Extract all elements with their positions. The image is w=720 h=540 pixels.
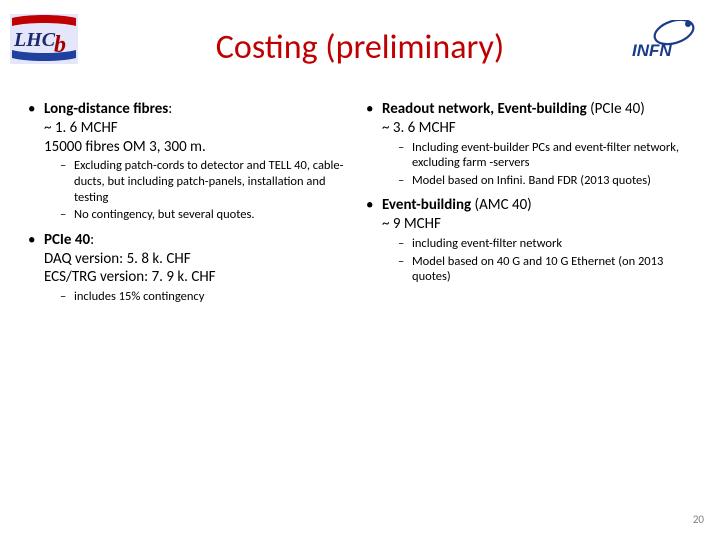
dash-icon: – [60, 289, 74, 305]
bullet-dot-icon: • [366, 196, 382, 234]
svg-text:INFN: INFN [632, 41, 672, 60]
header: LHC b Costing (preliminary) INFN [28, 12, 692, 82]
bullet-item: • Long-distance fibres: ~ 1. 6 MCHF 1500… [28, 100, 354, 156]
lhcb-logo: LHC b [8, 12, 80, 66]
bullet-text: Long-distance fibres: ~ 1. 6 MCHF 15000 … [44, 100, 354, 156]
bullet-dot-icon: • [28, 231, 44, 287]
sub-bullet-item: – includes 15% contingency [60, 289, 354, 305]
svg-text:b: b [54, 32, 66, 58]
bullet-bold: Event-building [382, 196, 475, 214]
dash-icon: – [60, 207, 74, 223]
sub-bullet-item: – Model based on 40 G and 10 G Ethernet … [398, 254, 692, 285]
dash-icon: – [398, 236, 412, 252]
sub-bullet-text: includes 15% contingency [74, 289, 354, 305]
sub-bullet-text: Model based on Infini. Band FDR (2013 qu… [412, 173, 692, 189]
sub-bullet-item: – Including event-builder PCs and event-… [398, 140, 692, 171]
bullet-dot-icon: • [28, 100, 44, 156]
sub-bullet-text: No contingency, but several quotes. [74, 207, 354, 223]
bullet-bold: Long-distance fibres [44, 100, 168, 118]
bullet-bold: PCIe 40 [44, 231, 90, 249]
bullet-item: • PCIe 40: DAQ version: 5. 8 k. CHF ECS/… [28, 231, 354, 287]
bullet-text: Event-building (AMC 40) ~ 9 MCHF [382, 196, 692, 234]
sub-bullet-item: – No contingency, but several quotes. [60, 207, 354, 223]
sub-bullet-item: – Model based on Infini. Band FDR (2013 … [398, 173, 692, 189]
svg-text:LHC: LHC [13, 29, 56, 51]
dash-icon: – [398, 254, 412, 285]
right-column: • Readout network, Event-building (PCIe … [366, 100, 692, 307]
bullet-text: PCIe 40: DAQ version: 5. 8 k. CHF ECS/TR… [44, 231, 354, 287]
sub-bullet-item: – including event-filter network [398, 236, 692, 252]
sub-bullet-text: Model based on 40 G and 10 G Ethernet (o… [412, 254, 692, 285]
bullet-item: • Readout network, Event-building (PCIe … [366, 100, 692, 138]
sub-bullet-text: Including event-builder PCs and event-fi… [412, 140, 692, 171]
slide: LHC b Costing (preliminary) INFN • Long-… [0, 0, 720, 540]
page-number: 20 [693, 513, 704, 526]
dash-icon: – [60, 158, 74, 205]
left-column: • Long-distance fibres: ~ 1. 6 MCHF 1500… [28, 100, 354, 307]
dash-icon: – [398, 173, 412, 189]
page-title: Costing (preliminary) [216, 27, 504, 68]
bullet-item: • Event-building (AMC 40) ~ 9 MCHF [366, 196, 692, 234]
bullet-bold: Readout network, Event-building [382, 100, 590, 118]
infn-logo: INFN [630, 20, 700, 62]
bullet-dot-icon: • [366, 100, 382, 138]
sub-bullet-item: – Excluding patch-cords to detector and … [60, 158, 354, 205]
dash-icon: – [398, 140, 412, 171]
bullet-text: Readout network, Event-building (PCIe 40… [382, 100, 692, 138]
content-columns: • Long-distance fibres: ~ 1. 6 MCHF 1500… [28, 100, 692, 307]
sub-bullet-text: Excluding patch-cords to detector and TE… [74, 158, 354, 205]
sub-bullet-text: including event-filter network [412, 236, 692, 252]
